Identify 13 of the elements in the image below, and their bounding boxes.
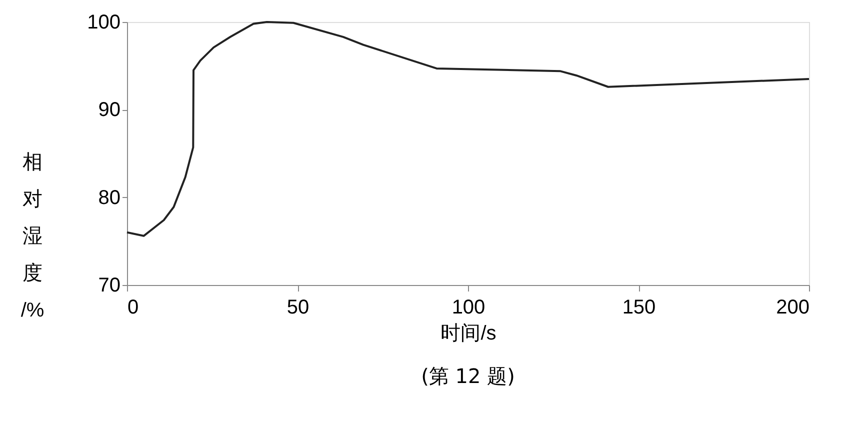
y-tick-label: 70 [98, 274, 120, 296]
y-axis-title: 相对湿度/% [20, 152, 44, 322]
y-tick-label: 90 [98, 99, 120, 122]
y-tick-label: 80 [98, 186, 120, 209]
x-axis-title: 时间/s [440, 322, 496, 344]
x-tick-label: 50 [286, 296, 310, 318]
x-tick-label: 0 [128, 296, 139, 318]
text: (第 12 题) [421, 364, 515, 388]
x-tick-label: 200 [776, 296, 810, 318]
x-tick-label: 150 [622, 296, 656, 318]
y-tick-label: 100 [87, 12, 120, 34]
line-series [126, 21, 810, 237]
x-tick-label: 100 [452, 296, 486, 318]
